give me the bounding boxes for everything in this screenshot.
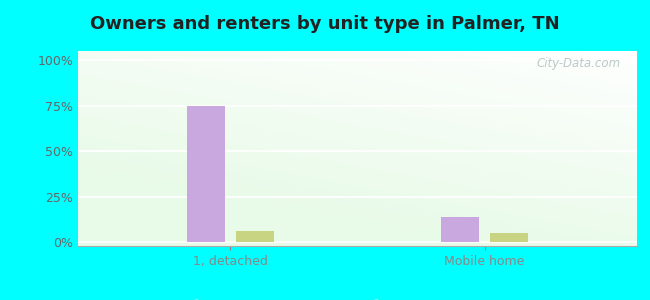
Text: Owners and renters by unit type in Palmer, TN: Owners and renters by unit type in Palme… [90,15,560,33]
Legend: Owner occupied units, Renter occupied units: Owner occupied units, Renter occupied un… [179,295,536,300]
Bar [235,231,274,242]
Text: City-Data.com: City-Data.com [536,57,620,70]
Bar [187,106,226,242]
Bar [441,217,480,242]
Bar [489,233,528,242]
